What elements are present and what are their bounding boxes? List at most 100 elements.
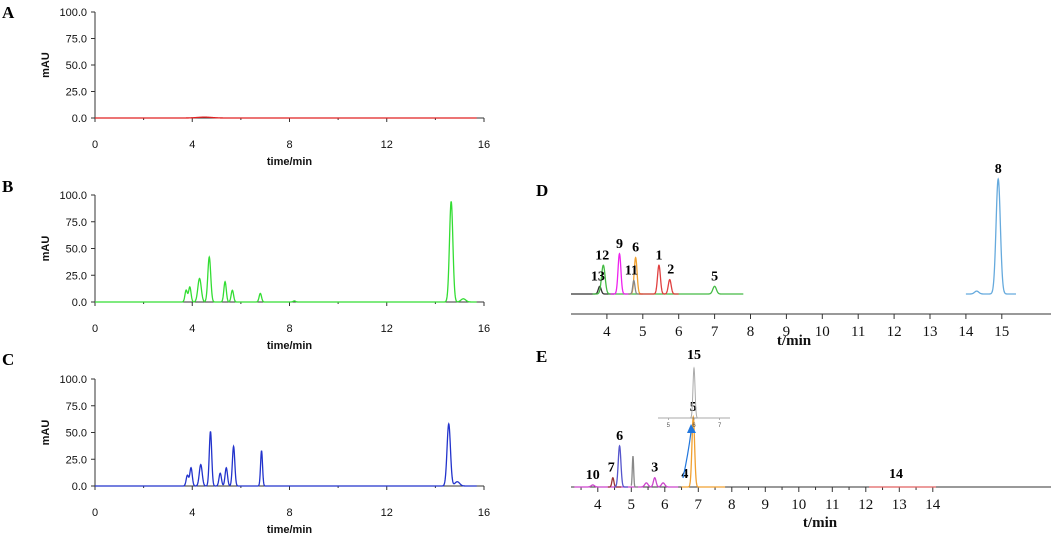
x-tick-label: 12 <box>381 139 393 151</box>
x-tick-label: 10 <box>815 324 830 340</box>
peak-label: 15 <box>687 348 701 363</box>
x-tick-label: 4 <box>189 323 195 335</box>
chart-panel-a: A 0.0 25.0 50.0 75.0 100.0 0 4 8 12 16 time/min mAU <box>2 3 490 168</box>
x-tick-label: 8 <box>286 507 292 519</box>
panel-label: B <box>2 177 13 196</box>
y-tick-label: 50.0 <box>66 60 87 72</box>
chromatogram-trace <box>95 116 477 119</box>
x-tick-label: 4 <box>594 497 602 513</box>
panel-label: A <box>2 3 15 22</box>
chromatogram-trace <box>639 264 679 295</box>
x-tick-label: 13 <box>892 497 907 513</box>
chromatogram-trace <box>965 177 1016 295</box>
y-tick-label: 0.0 <box>72 297 87 309</box>
panel-label: E <box>536 347 547 366</box>
peak-label: 6 <box>616 429 623 444</box>
peak-label: 8 <box>995 162 1002 177</box>
x-tick-label: 12 <box>887 324 902 340</box>
x-tick-label: 16 <box>478 139 490 151</box>
x-tick-label: 9 <box>762 497 770 513</box>
x-tick-label: 16 <box>478 323 490 335</box>
x-tick-label: 8 <box>286 323 292 335</box>
x-tick-label: 4 <box>189 507 195 519</box>
chromatogram-trace <box>628 279 640 295</box>
y-tick-label: 0.0 <box>72 113 87 125</box>
y-tick-label: 50.0 <box>66 244 87 256</box>
y-tick-label: 75.0 <box>66 401 87 413</box>
chromatogram-trace <box>607 476 622 488</box>
x-tick-label: 0 <box>92 507 98 519</box>
x-tick-label: 0 <box>92 323 98 335</box>
peak-label: 5 <box>711 269 718 284</box>
peak-label: 9 <box>616 237 623 252</box>
x-axis-label: time/min <box>267 156 313 168</box>
peak-label: 1 <box>655 248 662 263</box>
chromatogram-trace <box>614 444 628 488</box>
x-tick-label: 12 <box>381 507 393 519</box>
y-tick-label: 0.0 <box>72 481 87 493</box>
chart-panel-b: B 0.0 25.0 50.0 75.0 100.0 0 4 8 12 16 time/min mAU <box>2 177 490 352</box>
panel-label: C <box>2 350 14 369</box>
x-tick-label: 6 <box>661 497 669 513</box>
x-tick-label: 8 <box>286 139 292 151</box>
y-axis-label: mAU <box>40 236 52 262</box>
inset-arrow-head <box>687 424 696 433</box>
x-tick-label: 11 <box>825 497 839 513</box>
y-axis-label: mAU <box>40 52 52 78</box>
inset-tick-label: 7 <box>718 423 722 429</box>
x-tick-label: 10 <box>791 497 806 513</box>
x-axis-label: t/min <box>803 515 838 531</box>
y-tick-label: 100.0 <box>59 7 87 19</box>
x-tick-label: 0 <box>92 139 98 151</box>
x-axis-label: t/min <box>777 333 812 349</box>
peak-label: 4 <box>681 467 688 482</box>
chromatogram-trace <box>95 201 477 303</box>
x-tick-label: 4 <box>189 139 195 151</box>
chart-panel-c: C 0.0 25.0 50.0 75.0 100.0 0 4 8 12 16 time/min mAU <box>2 350 490 536</box>
x-tick-label: 12 <box>858 497 873 513</box>
x-tick-label: 8 <box>728 497 736 513</box>
y-tick-label: 100.0 <box>59 374 87 386</box>
peak-label: 12 <box>595 248 609 263</box>
peak-label: 14 <box>889 467 903 482</box>
y-tick-label: 75.0 <box>66 217 87 229</box>
x-axis-label: time/min <box>267 340 313 352</box>
chromatogram-trace <box>630 456 638 488</box>
x-tick-label: 15 <box>994 324 1009 340</box>
inset-trace <box>658 366 730 419</box>
x-tick-label: 6 <box>675 324 683 340</box>
x-tick-label: 5 <box>639 324 647 340</box>
chromatogram-trace <box>681 414 726 488</box>
x-tick-label: 8 <box>747 324 755 340</box>
peak-label: 13 <box>591 269 605 284</box>
x-tick-label: 7 <box>711 324 719 340</box>
x-tick-label: 7 <box>695 497 703 513</box>
peak-label: 10 <box>586 468 600 483</box>
peak-label: 6 <box>632 241 639 256</box>
chromatogram-trace <box>95 422 477 487</box>
chart-panel-e: E 4 5 6 7 8 9 10 11 12 13 14 t/min 10 7 6 3 4 5 14 5 6 7 15 <box>536 347 1051 531</box>
x-tick-label: 16 <box>478 507 490 519</box>
chromatogram-trace <box>592 264 744 295</box>
x-tick-label: 9 <box>783 324 791 340</box>
x-tick-label: 14 <box>925 497 941 513</box>
peak-label: 5 <box>690 400 697 415</box>
y-tick-label: 25.0 <box>66 270 87 282</box>
x-tick-label: 12 <box>381 323 393 335</box>
inset-arrow <box>682 431 692 479</box>
y-tick-label: 50.0 <box>66 428 87 440</box>
y-tick-label: 75.0 <box>66 34 87 46</box>
x-axis-label: time/min <box>267 524 313 536</box>
chromatogram-trace <box>610 252 629 295</box>
y-tick-label: 100.0 <box>59 190 87 202</box>
x-tick-label: 4 <box>603 324 611 340</box>
inset-tick-label: 5 <box>667 423 671 429</box>
y-axis-label: mAU <box>40 420 52 446</box>
inset-tick-label: 6 <box>692 423 696 429</box>
peak-label: 3 <box>651 461 658 476</box>
y-tick-label: 25.0 <box>66 87 87 99</box>
x-tick-label: 11 <box>851 324 865 340</box>
y-tick-label: 25.0 <box>66 454 87 466</box>
